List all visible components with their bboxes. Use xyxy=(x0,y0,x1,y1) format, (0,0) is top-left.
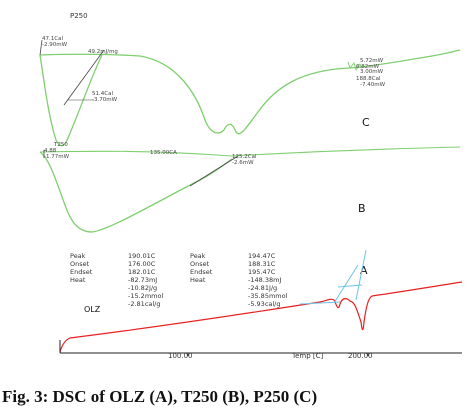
p250-onset-mark xyxy=(39,39,43,56)
olz-tangent-4 xyxy=(337,284,363,288)
olz-left-key-3: Heat xyxy=(70,276,86,284)
dsc-chart: P250 47.1Cal-2.90mW 49.2mJ/mg 51.4Cal-3.70m… xyxy=(39,12,463,360)
b-ann-0: 4.88 xyxy=(44,148,57,154)
olz-left-val-4: -10.82J/g xyxy=(128,284,157,292)
panel-label-a: A xyxy=(360,264,368,277)
olz-left-val-6: -2.81cal/g xyxy=(128,300,161,308)
olz-trace-label: OLZ xyxy=(84,305,101,314)
p250-first-endotherm xyxy=(39,54,103,147)
panel-label-b: B xyxy=(358,202,366,215)
p250-baseline xyxy=(39,49,461,135)
x-tick-label-0: 100.00 xyxy=(168,352,193,360)
olz-right-key-3: Heat xyxy=(190,276,206,284)
panel-label-c: C xyxy=(362,116,370,129)
olz-right-key-2: Endset xyxy=(190,268,213,276)
b-ann-1: -1.77mW xyxy=(44,154,70,160)
p250-tangent xyxy=(63,49,105,106)
olz-left-val-2: 182.01C xyxy=(128,268,156,276)
b-ann-2: 135.00CA xyxy=(150,150,177,156)
olz-left-key-2: Endset xyxy=(70,268,93,276)
p250-ann-4: -3.70mW xyxy=(92,97,118,103)
figure-caption: Fig. 3: DSC of OLZ (A), T250 (B), P250 (… xyxy=(2,387,318,406)
p250-ann-2: 49.2mJ/mg xyxy=(88,49,118,55)
b-baseline xyxy=(39,146,461,157)
olz-left-val-1: 176.00C xyxy=(128,260,156,268)
olz-right-val-2: 195.47C xyxy=(248,268,276,276)
olz-tangent-2 xyxy=(355,249,367,301)
olz-right-key-1: Onset xyxy=(190,260,210,268)
olz-trace xyxy=(59,281,463,353)
x-tick-label-1: 200.00 xyxy=(348,352,373,360)
olz-right-val-3: -148.38mJ xyxy=(248,276,281,284)
b-ann-4: -2.6mW xyxy=(232,160,254,166)
olz-tangent-1 xyxy=(333,264,359,304)
olz-right-val-6: -5.93cal/g xyxy=(248,300,281,308)
olz-left-val-0: 190.01C xyxy=(128,252,156,260)
p250-ann-8: 3.00mW xyxy=(360,69,384,75)
p250-peak-jitter xyxy=(347,61,363,71)
olz-left-key-0: Peak xyxy=(70,252,86,260)
olz-left-val-5: -15.2mmol xyxy=(128,292,163,300)
p250-ann-1: -2.90mW xyxy=(42,42,68,48)
p250-ann-3: 51.4Cal xyxy=(92,91,113,97)
olz-right-val-0: 194.47C xyxy=(248,252,276,260)
x-axis-label: Temp [C] xyxy=(291,352,323,360)
olz-left-val-3: -82.73mJ xyxy=(128,276,157,284)
b-tangent xyxy=(189,155,239,187)
b-ann-3: 125.2Cal xyxy=(232,154,257,160)
olz-tangent-3 xyxy=(299,301,341,305)
p250-ann-9: 188.8Cal xyxy=(356,76,381,82)
b-endotherm xyxy=(39,151,233,233)
p250-ann-6: 5.72mW xyxy=(360,58,384,64)
p250-ann-5: T250 xyxy=(53,142,68,148)
olz-right-key-0: Peak xyxy=(190,252,206,260)
p250-ann-10: -7.40mW xyxy=(360,82,386,88)
olz-right-val-1: 188.31C xyxy=(248,260,276,268)
olz-left-key-1: Onset xyxy=(70,260,90,268)
olz-right-val-5: -35.85mmol xyxy=(248,292,288,300)
p250-header: P250 xyxy=(70,12,88,20)
olz-right-val-4: -24.81J/g xyxy=(248,284,277,292)
p250-ann-7: 6.82mW xyxy=(356,64,380,70)
p250-ann-0: 47.1Cal xyxy=(42,36,63,42)
